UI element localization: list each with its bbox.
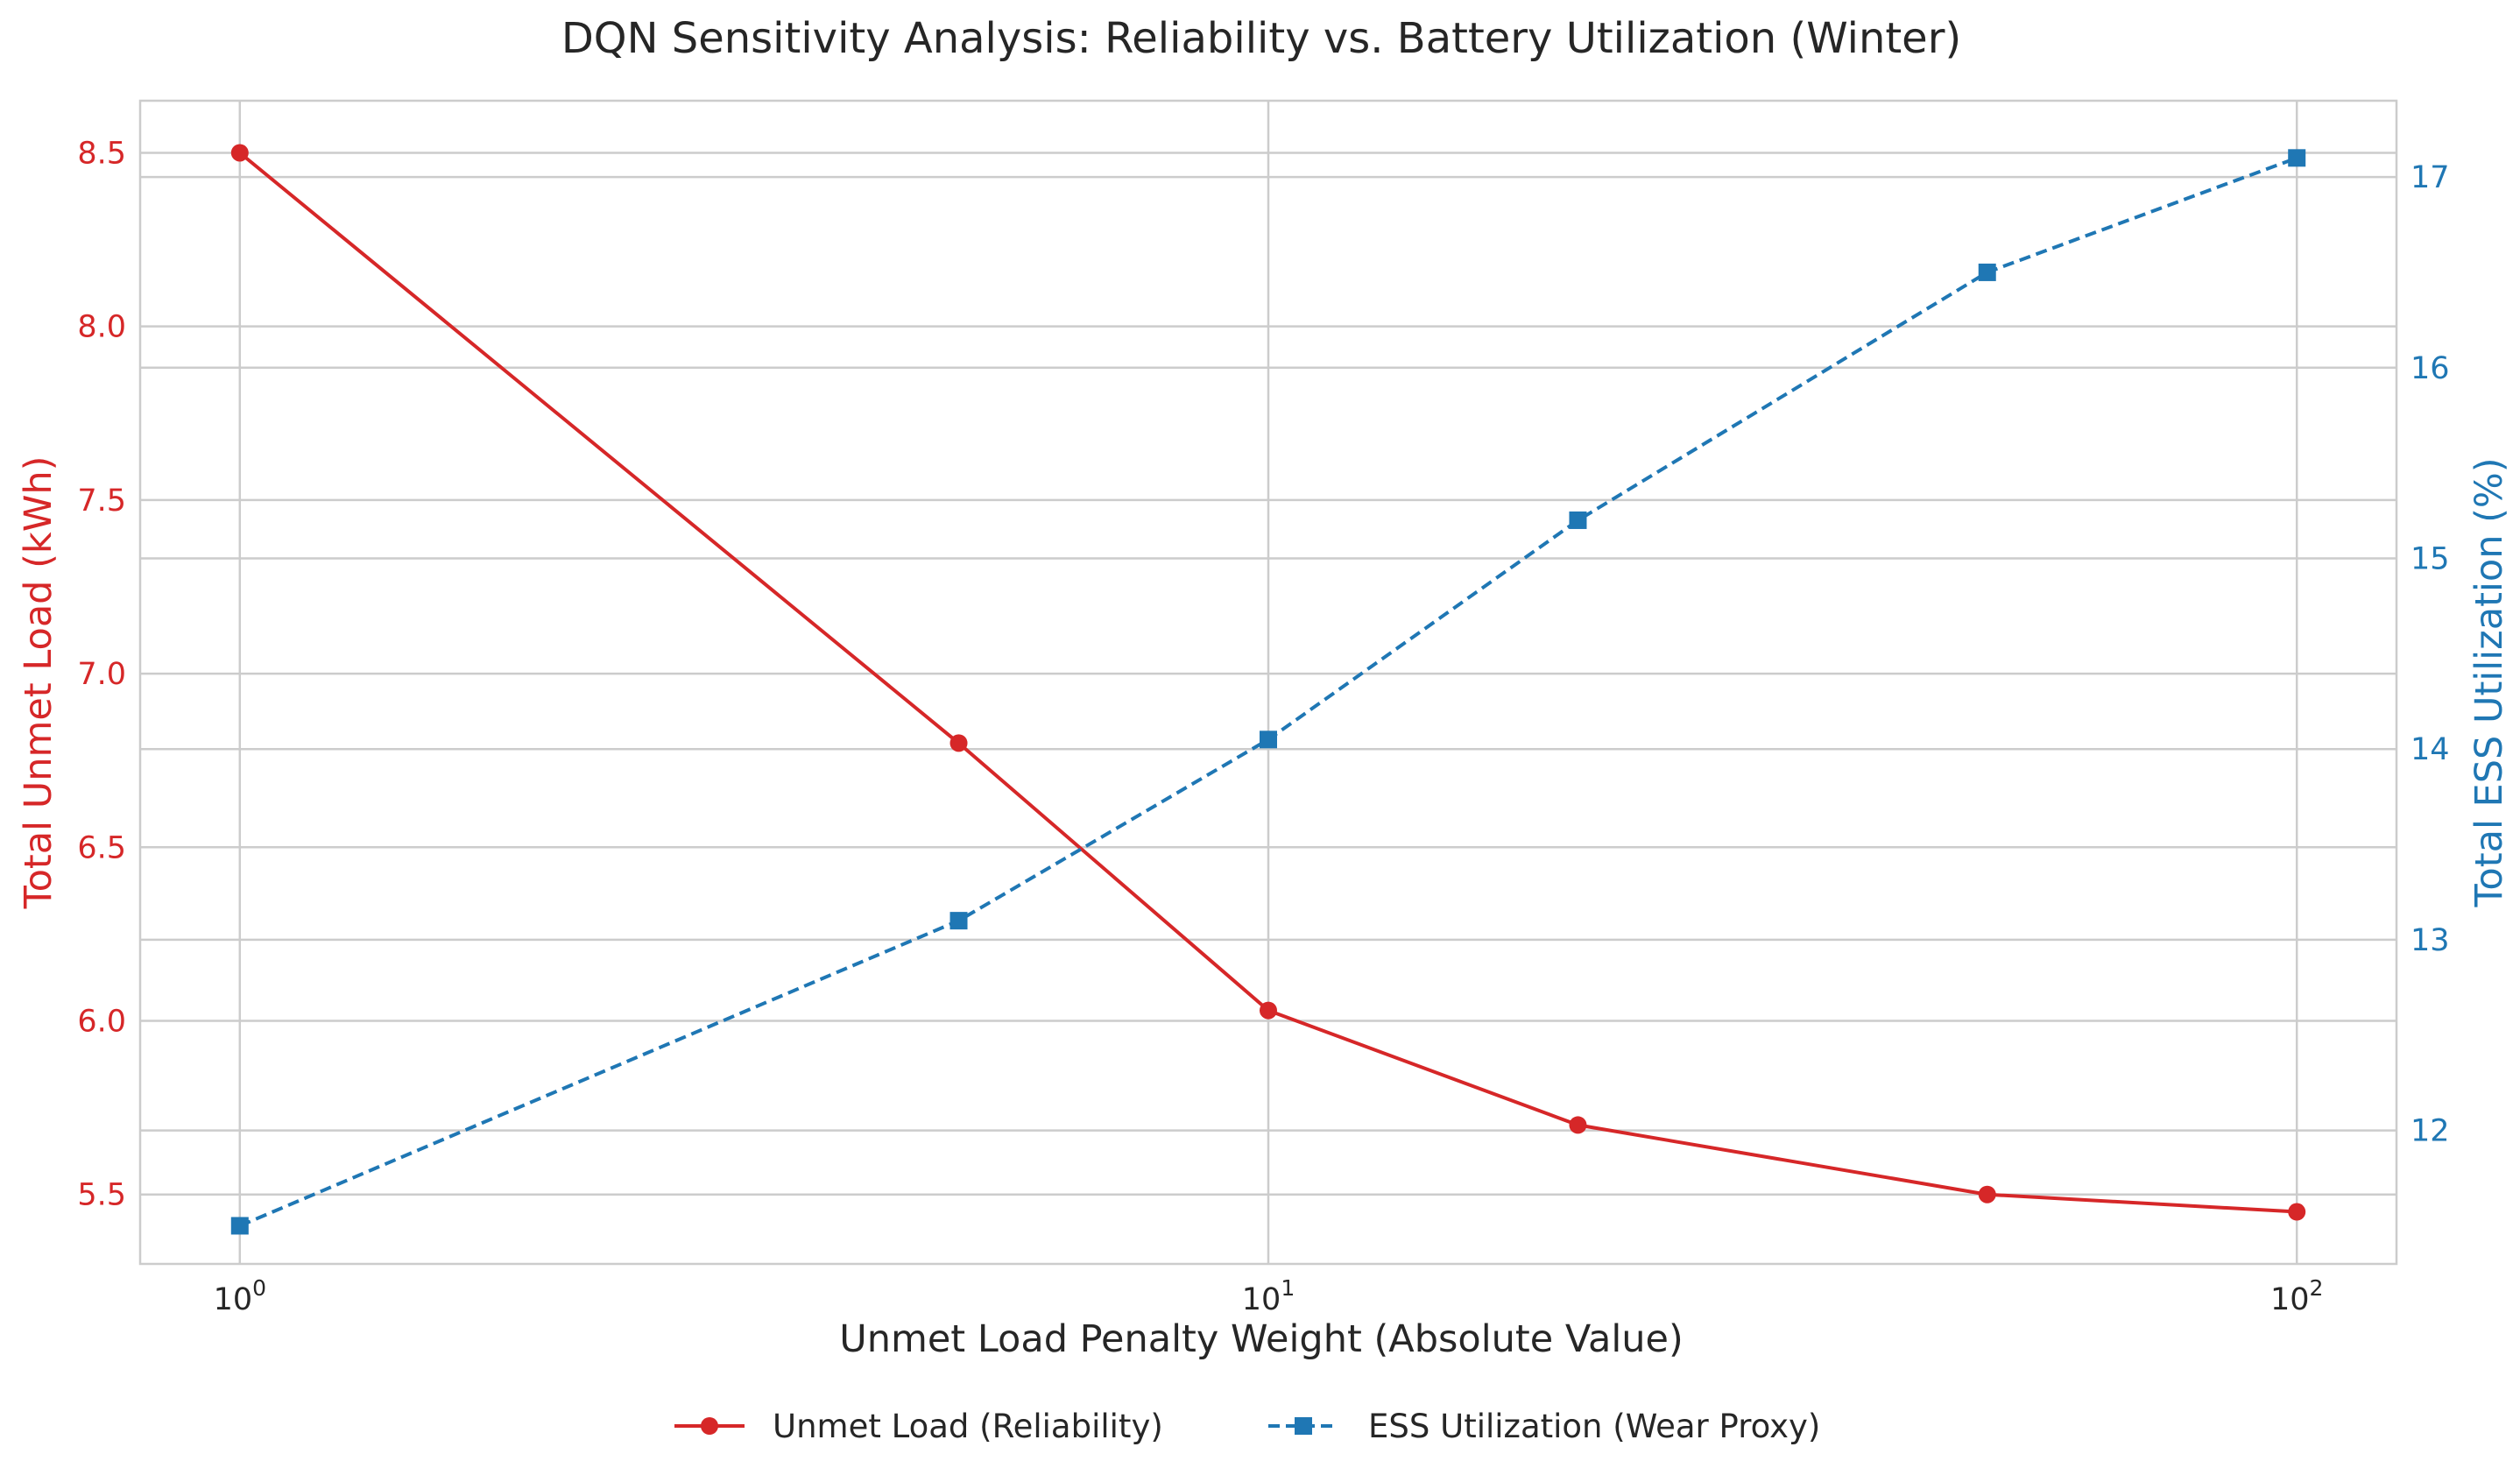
legend-marker-circle (701, 1417, 718, 1435)
legend-label: ESS Utilization (Wear Proxy) (1368, 1408, 1820, 1445)
series-layer (230, 144, 2306, 1235)
x-axis-ticks: 100 101 102 (214, 1275, 2324, 1317)
unmet-load-point (1978, 1185, 1996, 1203)
unmet-load-point (949, 734, 968, 752)
right-tick-label: 13 (2411, 923, 2450, 958)
left-axis-ticks: 5.5 6.0 6.5 7.0 7.5 8.0 8.5 (77, 136, 126, 1212)
x-tick-label: 102 (2270, 1275, 2323, 1317)
ess-utilization-point (1569, 511, 1587, 529)
left-axis-label: Total Unmet Load (kWh) (17, 456, 60, 910)
legend: Unmet Load (Reliability) ESS Utilization… (674, 1408, 1820, 1445)
left-tick-label: 8.0 (77, 310, 126, 345)
legend-label: Unmet Load (Reliability) (773, 1408, 1163, 1445)
unmet-load-point (1260, 1001, 1277, 1020)
legend-item-unmet-load: Unmet Load (Reliability) (674, 1408, 1163, 1445)
left-tick-label: 7.0 (77, 657, 126, 692)
left-tick-label: 6.0 (77, 1005, 126, 1040)
x-axis-label: Unmet Load Penalty Weight (Absolute Valu… (839, 1317, 1684, 1361)
right-tick-label: 17 (2411, 160, 2450, 195)
series-line-ess-utilization (239, 156, 2298, 1228)
right-axis-ticks: 12 13 14 15 16 17 (2411, 160, 2450, 1149)
ess-utilization-point (1260, 730, 1277, 749)
left-tick-label: 8.5 (77, 136, 126, 171)
left-tick-label: 5.5 (77, 1178, 126, 1213)
right-tick-label: 12 (2411, 1114, 2450, 1149)
right-tick-label: 16 (2411, 351, 2450, 386)
x-tick-label: 100 (214, 1275, 266, 1317)
plot-frame (138, 99, 2398, 1266)
left-tick-label: 7.5 (77, 483, 126, 519)
x-tick-label: 101 (1242, 1275, 1295, 1317)
legend-item-ess-utilization: ESS Utilization (Wear Proxy) (1268, 1408, 1820, 1445)
ess-utilization-point (230, 1217, 249, 1235)
ess-utilization-point (2288, 149, 2306, 167)
unmet-load-point (1569, 1116, 1587, 1134)
series-line-unmet-load (238, 151, 2298, 1214)
right-tick-label: 14 (2411, 732, 2450, 767)
chart-title: DQN Sensitivity Analysis: Reliability vs… (561, 14, 1961, 63)
legend-marker-square (1295, 1417, 1312, 1435)
right-axis-label: Total ESS Utilization (%) (2467, 457, 2511, 907)
ess-utilization-point (1978, 263, 1996, 281)
right-tick-label: 15 (2411, 541, 2450, 576)
ess-utilization-point (949, 912, 968, 930)
unmet-load-point (230, 144, 249, 162)
left-tick-label: 6.5 (77, 830, 126, 865)
unmet-load-point (2288, 1203, 2306, 1221)
grid-lines (140, 101, 2396, 1264)
